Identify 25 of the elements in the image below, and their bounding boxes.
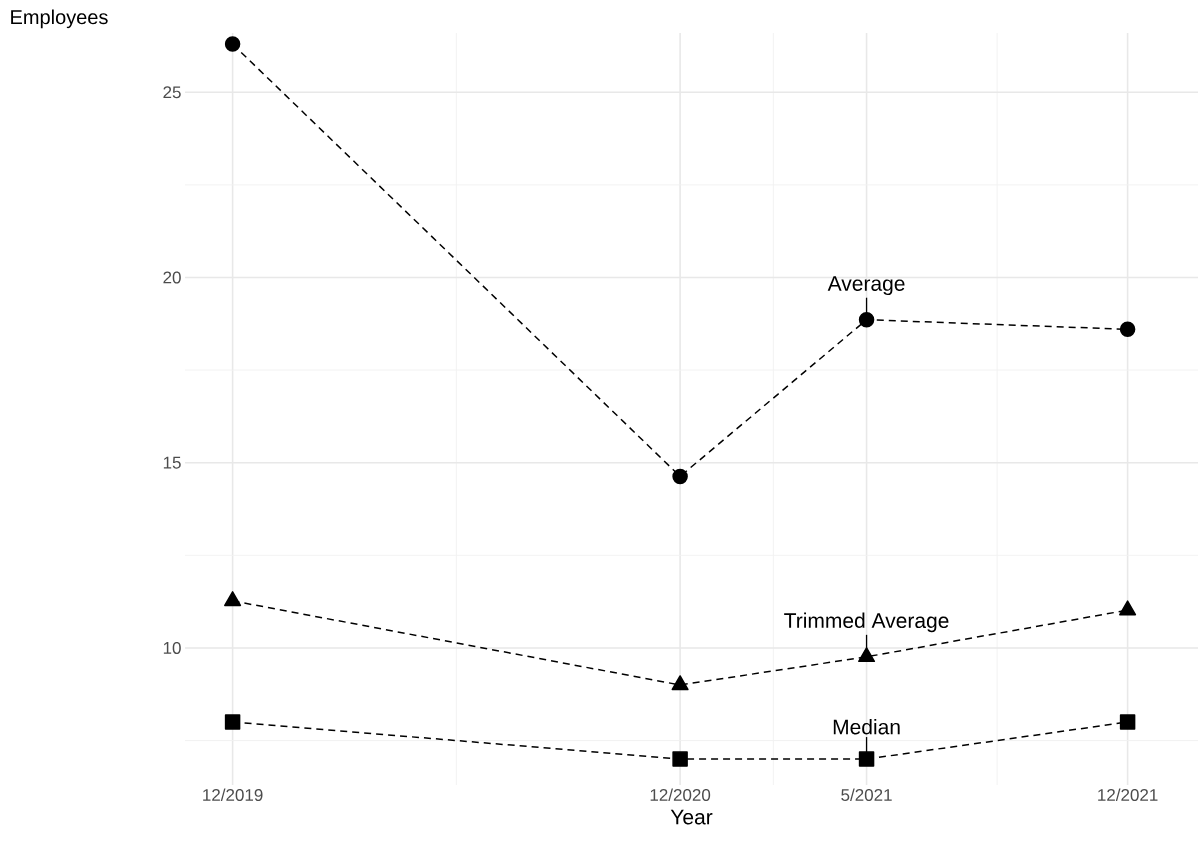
point	[672, 751, 688, 767]
annotation: Median	[833, 718, 900, 735]
point	[671, 675, 689, 691]
y-tick-label: 20	[163, 271, 181, 284]
x-tick-label: 12/2019	[203, 788, 263, 802]
x-tick-label: 12/2020	[650, 788, 711, 802]
annotation: Trimmed Average	[784, 612, 949, 633]
point	[1119, 714, 1136, 730]
y-axis-title: Employees	[11, 9, 108, 29]
point	[1119, 321, 1136, 338]
annotation: Average	[827, 276, 905, 296]
point	[672, 468, 688, 485]
point	[224, 591, 242, 607]
point	[1119, 600, 1137, 616]
point	[858, 647, 876, 663]
x-tick-label: 12/2021	[1098, 788, 1158, 802]
y-tick-label: 25	[163, 86, 181, 99]
point	[224, 36, 241, 52]
point	[858, 751, 875, 767]
y-tick-label: 10	[163, 641, 181, 654]
x-axis-title: Year	[670, 809, 713, 825]
y-tick-label: 15	[163, 456, 181, 469]
point	[224, 714, 241, 730]
point	[858, 311, 875, 328]
x-tick-label: 5/2021	[841, 788, 892, 802]
